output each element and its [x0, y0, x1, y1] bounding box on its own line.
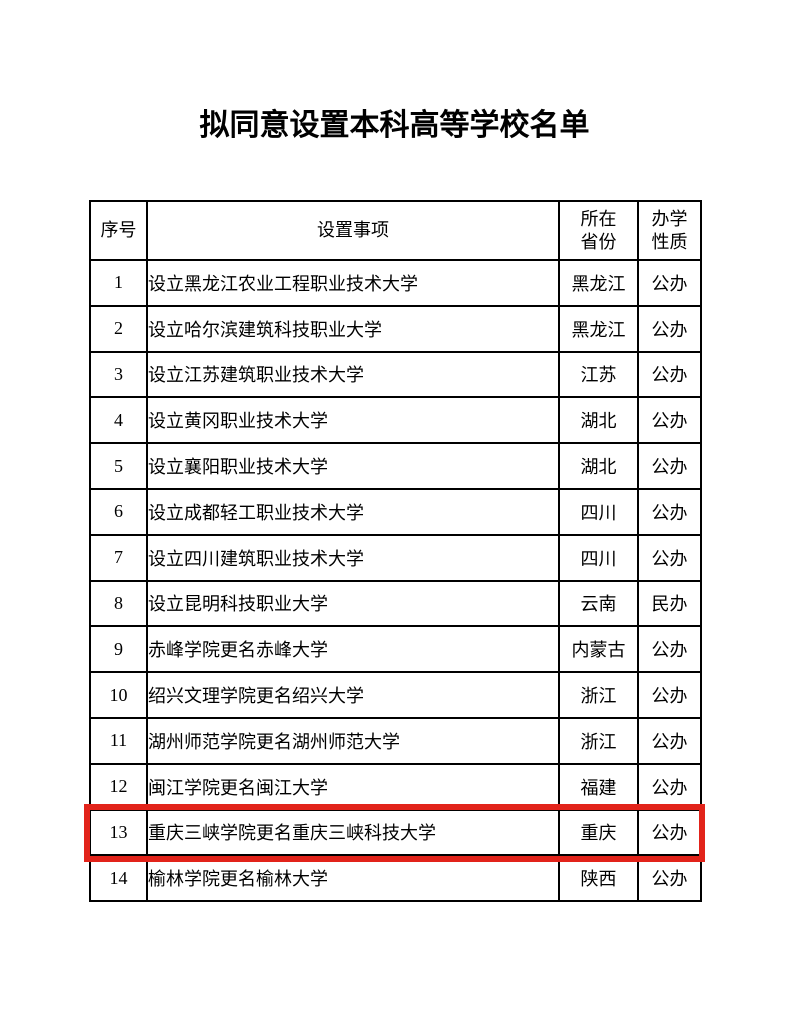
cell-province: 内蒙古: [558, 625, 639, 674]
table-row: 12 闽江学院更名闽江大学 福建 公办: [89, 762, 702, 811]
cell-serial: 2: [89, 304, 148, 353]
cell-province: 云南: [558, 579, 639, 628]
cell-province: 福建: [558, 762, 639, 811]
table-row: 10 绍兴文理学院更名绍兴大学 浙江 公办: [89, 671, 702, 719]
cell-serial: 6: [89, 487, 148, 536]
cell-serial: 11: [89, 716, 148, 765]
table-row: 8 设立昆明科技职业大学 云南 民办: [89, 579, 702, 628]
table-row: 2 设立哈尔滨建筑科技职业大学 黑龙江 公办: [89, 304, 702, 353]
cell-item: 设立黑龙江农业工程职业技术大学: [146, 259, 560, 307]
cell-serial: 10: [89, 671, 148, 719]
table-row: 9 赤峰学院更名赤峰大学 内蒙古 公办: [89, 625, 702, 674]
cell-item: 设立黄冈职业技术大学: [146, 396, 560, 445]
cell-item: 设立成都轻工职业技术大学: [146, 487, 560, 536]
cell-item: 榆林学院更名榆林大学: [146, 854, 560, 903]
cell-province: 重庆: [558, 808, 639, 857]
cell-province: 四川: [558, 487, 639, 536]
document-table: 序号 设置事项 所在 省份 办学 性质 1 设立黑龙江农业工程职业技术大学 黑龙…: [89, 200, 702, 903]
cell-serial: 13: [89, 808, 148, 857]
table-row: 5 设立襄阳职业技术大学 湖北 公办: [89, 442, 702, 490]
cell-type: 公办: [637, 671, 702, 719]
cell-province: 湖北: [558, 442, 639, 490]
cell-item: 设立江苏建筑职业技术大学: [146, 350, 560, 399]
cell-serial: 9: [89, 625, 148, 674]
table-row: 3 设立江苏建筑职业技术大学 江苏 公办: [89, 350, 702, 399]
cell-type: 公办: [637, 762, 702, 811]
cell-type: 公办: [637, 808, 702, 857]
cell-province: 江苏: [558, 350, 639, 399]
cell-serial: 5: [89, 442, 148, 490]
cell-province: 浙江: [558, 671, 639, 719]
header-type: 办学 性质: [637, 200, 702, 261]
cell-type: 公办: [637, 625, 702, 674]
cell-type: 公办: [637, 716, 702, 765]
table-row: 6 设立成都轻工职业技术大学 四川 公办: [89, 487, 702, 536]
cell-serial: 3: [89, 350, 148, 399]
cell-serial: 7: [89, 533, 148, 582]
header-province: 所在 省份: [558, 200, 639, 261]
table-row: 14 榆林学院更名榆林大学 陕西 公办: [89, 854, 702, 903]
header-serial: 序号: [89, 200, 148, 261]
cell-type: 公办: [637, 304, 702, 353]
table-row-highlighted: 13 重庆三峡学院更名重庆三峡科技大学 重庆 公办: [89, 808, 702, 857]
cell-province: 黑龙江: [558, 304, 639, 353]
cell-type: 公办: [637, 487, 702, 536]
cell-item: 绍兴文理学院更名绍兴大学: [146, 671, 560, 719]
cell-item: 重庆三峡学院更名重庆三峡科技大学: [146, 808, 560, 857]
cell-serial: 1: [89, 259, 148, 307]
cell-serial: 8: [89, 579, 148, 628]
cell-province: 四川: [558, 533, 639, 582]
header-item: 设置事项: [146, 200, 560, 261]
cell-province: 湖北: [558, 396, 639, 445]
cell-item: 湖州师范学院更名湖州师范大学: [146, 716, 560, 765]
table-row: 4 设立黄冈职业技术大学 湖北 公办: [89, 396, 702, 445]
cell-item: 设立襄阳职业技术大学: [146, 442, 560, 490]
cell-item: 设立昆明科技职业大学: [146, 579, 560, 628]
table-row: 7 设立四川建筑职业技术大学 四川 公办: [89, 533, 702, 582]
cell-serial: 12: [89, 762, 148, 811]
table-row: 1 设立黑龙江农业工程职业技术大学 黑龙江 公办: [89, 259, 702, 307]
page-title: 拟同意设置本科高等学校名单: [199, 108, 590, 143]
cell-type: 公办: [637, 396, 702, 445]
cell-type: 公办: [637, 350, 702, 399]
table-row: 11 湖州师范学院更名湖州师范大学 浙江 公办: [89, 716, 702, 765]
cell-serial: 14: [89, 854, 148, 903]
cell-type: 民办: [637, 579, 702, 628]
cell-type: 公办: [637, 259, 702, 307]
cell-type: 公办: [637, 442, 702, 490]
cell-item: 设立四川建筑职业技术大学: [146, 533, 560, 582]
cell-type: 公办: [637, 854, 702, 903]
cell-type: 公办: [637, 533, 702, 582]
cell-province: 浙江: [558, 716, 639, 765]
cell-province: 陕西: [558, 854, 639, 903]
cell-item: 赤峰学院更名赤峰大学: [146, 625, 560, 674]
cell-province: 黑龙江: [558, 259, 639, 307]
cell-item: 设立哈尔滨建筑科技职业大学: [146, 304, 560, 353]
cell-item: 闽江学院更名闽江大学: [146, 762, 560, 811]
cell-serial: 4: [89, 396, 148, 445]
table-header-row: 序号 设置事项 所在 省份 办学 性质: [89, 200, 702, 261]
